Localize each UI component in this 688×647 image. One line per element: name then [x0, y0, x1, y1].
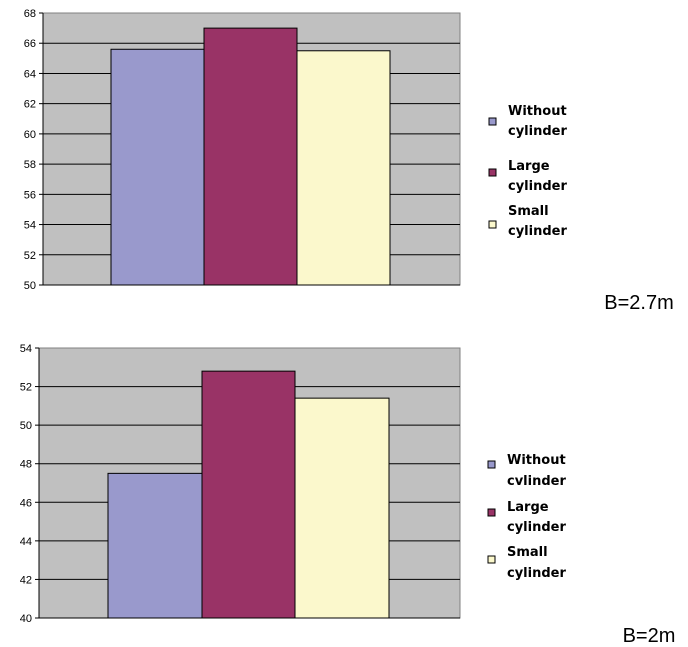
legend-swatch [487, 460, 496, 469]
legend-label: Large [507, 500, 549, 515]
legend-swatch [488, 220, 497, 229]
y-tick-label: 50 [24, 280, 36, 292]
bar [201, 370, 296, 619]
y-tick-label: 56 [24, 189, 36, 201]
y-tick-label: 52 [24, 250, 36, 262]
bar [110, 48, 205, 286]
legend-label: cylinder [508, 224, 567, 239]
legend-label: Large [508, 159, 550, 174]
legend-label: cylinder [508, 124, 567, 139]
y-tick-label: 68 [24, 8, 36, 20]
y-tick-label: 52 [20, 382, 32, 394]
legend-swatch [488, 168, 497, 177]
bar [296, 50, 391, 286]
bar [107, 472, 203, 619]
legend-label: cylinder [507, 566, 566, 581]
chart-b-2m: 40 42 44 46 48 50 52 54 Without cvlinder Large cyli… [20, 343, 676, 647]
y-tick-label: 48 [20, 459, 32, 471]
legend-swatch [487, 508, 496, 517]
bar [294, 397, 390, 619]
y-tick-label: 50 [20, 420, 32, 432]
y-tick-label: 54 [20, 343, 32, 355]
y-tick-label: 62 [24, 99, 36, 111]
y-tick-label: 44 [20, 536, 32, 548]
legend-swatch [487, 555, 496, 564]
legend-label: cvlinder [507, 474, 566, 489]
legend-label: Small [507, 545, 548, 560]
y-tick-label: 46 [20, 497, 32, 509]
bar [203, 27, 298, 286]
y-tick-label: 54 [24, 220, 36, 232]
legend-swatch [488, 117, 497, 126]
chart-b-2-7m: 50 52 54 56 58 60 62 64 66 68 Without cylinder Large… [24, 8, 674, 314]
legend-label: Without [508, 104, 567, 119]
y-tick-label: 64 [24, 68, 36, 80]
y-tick-label: 58 [24, 159, 36, 171]
chart-caption: B=2.7m [604, 292, 673, 314]
legend-label: cylinder [508, 179, 567, 194]
y-tick-label: 42 [20, 574, 32, 586]
legend-label: cylinder [507, 520, 566, 535]
legend-label: Without [507, 453, 566, 468]
y-tick-label: 66 [24, 38, 36, 50]
y-tick-label: 60 [24, 129, 36, 141]
y-tick-label: 40 [20, 613, 32, 625]
legend-label: Small [508, 204, 549, 219]
chart-caption: B=2m [623, 625, 676, 647]
